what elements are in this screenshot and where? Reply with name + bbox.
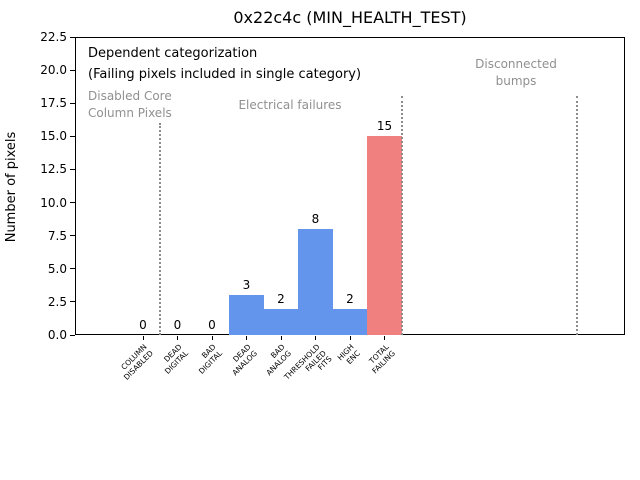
bar-high-enc [332, 308, 368, 335]
x-tick [349, 336, 351, 340]
section-divider-line [401, 96, 403, 335]
bar-value-label: 2 [346, 291, 354, 306]
section-label-electrical-failures: Electrical failures [238, 98, 342, 112]
y-tick [70, 301, 75, 303]
x-tick [280, 336, 282, 340]
bar-value-label: 0 [208, 318, 216, 332]
y-tick-label: 10.0 [40, 195, 67, 210]
chart-title: 0x22c4c (MIN_HEALTH_TEST) [233, 8, 467, 27]
y-tick-label: 0.0 [47, 328, 67, 342]
y-tick [70, 202, 75, 204]
y-tick [70, 168, 75, 170]
y-tick [70, 135, 75, 137]
annotation-dependent-categorization: Dependent categorization [88, 46, 258, 61]
y-tick-label: 7.5 [47, 228, 67, 243]
section-label-disabled-core-column-pixels: Disabled Core Column Pixels [88, 89, 172, 120]
section-divider-line [159, 123, 161, 335]
plot-area [75, 37, 625, 335]
y-tick-label: 5.0 [47, 261, 67, 276]
section-divider-line [576, 96, 578, 335]
bar-total-failing [367, 136, 402, 335]
y-tick [70, 69, 75, 71]
bar-value-label: 3 [242, 278, 251, 293]
y-tick [70, 235, 75, 237]
x-tick [384, 336, 385, 340]
bar-value-label: 15 [376, 119, 393, 134]
y-tick-label: 12.5 [40, 162, 67, 177]
bar-bad-analog [263, 308, 299, 335]
x-tick [211, 336, 213, 340]
x-tick [315, 336, 316, 340]
y-tick-label: 2.5 [47, 294, 67, 309]
bar-threshold-failed-fits [298, 229, 333, 335]
y-tick-label: 20.0 [40, 63, 67, 78]
annotation-failing-pixels-note: (Failing pixels included in single categ… [88, 67, 362, 82]
bar-value-label: 2 [277, 291, 285, 306]
y-axis-label: Number of pixels [4, 131, 19, 243]
bar-value-label: 0 [139, 318, 147, 332]
bar-value-label: 8 [311, 212, 320, 227]
y-tick [70, 36, 75, 38]
y-tick [70, 268, 75, 270]
bar-dead-analog [229, 295, 264, 335]
y-tick-label: 15.0 [40, 129, 67, 144]
y-tick [70, 102, 75, 104]
y-tick-label: 22.5 [40, 30, 67, 44]
y-tick-label: 17.5 [40, 96, 67, 111]
x-tick [142, 336, 144, 340]
bar-value-label: 0 [173, 318, 182, 332]
x-tick [177, 336, 178, 340]
y-tick [70, 334, 75, 336]
x-tick [246, 336, 247, 340]
section-label-disconnected-bumps: Disconnected bumps [475, 57, 557, 88]
